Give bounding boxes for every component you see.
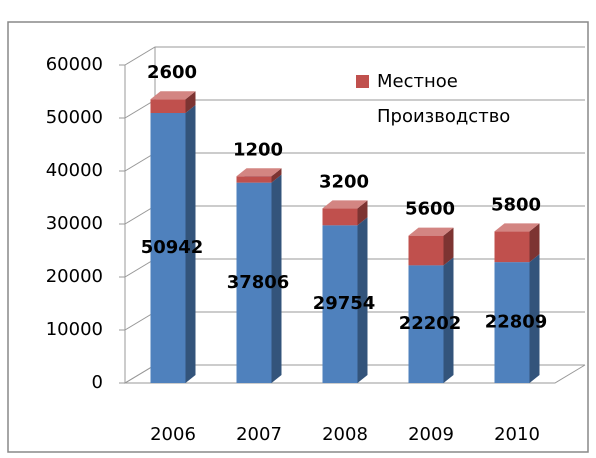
x-tick-label: 2006 (150, 424, 196, 445)
value-label: 5600 (405, 199, 455, 220)
bar-front (408, 235, 444, 266)
bar (236, 168, 282, 183)
y-tick-label: 50000 (46, 107, 103, 128)
legend-label: Местное Производство (377, 71, 511, 127)
value-label: 37806 (227, 272, 290, 293)
chart-frame (7, 21, 589, 453)
bar-side (443, 227, 454, 266)
bar-side (443, 257, 454, 383)
y-tick-label: 0 (92, 372, 103, 393)
bar-side (185, 91, 196, 114)
bar-front (150, 99, 186, 114)
bar-side (529, 223, 540, 263)
value-label: 22202 (399, 313, 462, 334)
y-tick-label: 30000 (46, 213, 103, 234)
value-label: 1200 (233, 139, 283, 160)
bar-side (529, 254, 540, 383)
x-tick-label: 2008 (322, 424, 368, 445)
bar (408, 227, 454, 266)
y-tick-label: 10000 (46, 319, 103, 340)
bar (322, 200, 368, 226)
bar-front (494, 262, 530, 383)
bar-front (408, 265, 444, 383)
bar-side (271, 174, 282, 383)
grid-line (124, 46, 585, 66)
y-tick-label: 40000 (46, 160, 103, 181)
bar-front (322, 208, 358, 226)
bar (494, 223, 540, 263)
bar-side (357, 200, 368, 226)
bar (494, 254, 540, 383)
x-tick-label: 2009 (408, 424, 454, 445)
y-tick-label: 60000 (46, 54, 103, 75)
bar-front (494, 231, 530, 263)
value-label: 2600 (147, 62, 197, 83)
bar-front (322, 225, 358, 383)
legend: Местное Производство (356, 64, 556, 134)
bar (408, 257, 454, 383)
value-label: 3200 (319, 171, 369, 192)
value-label: 50942 (141, 237, 204, 258)
bar-side (185, 105, 196, 384)
y-tick-label: 20000 (46, 266, 103, 287)
bar (150, 91, 196, 114)
bar-top (236, 168, 282, 177)
bar-top (322, 200, 368, 209)
bar-side (271, 168, 282, 183)
bar-front (236, 176, 272, 183)
bar (322, 217, 368, 383)
bar-top (408, 227, 454, 236)
bar-side (357, 217, 368, 383)
value-label: 5800 (491, 194, 541, 215)
legend-swatch (356, 75, 369, 88)
bar-front (236, 182, 272, 383)
bar-top (150, 91, 196, 100)
bar (150, 105, 196, 384)
bar-top (494, 223, 540, 232)
value-label: 22809 (485, 312, 548, 333)
value-label: 29754 (313, 293, 376, 314)
x-tick-label: 2010 (494, 424, 540, 445)
x-tick-label: 2007 (236, 424, 282, 445)
bar-front (150, 113, 186, 384)
